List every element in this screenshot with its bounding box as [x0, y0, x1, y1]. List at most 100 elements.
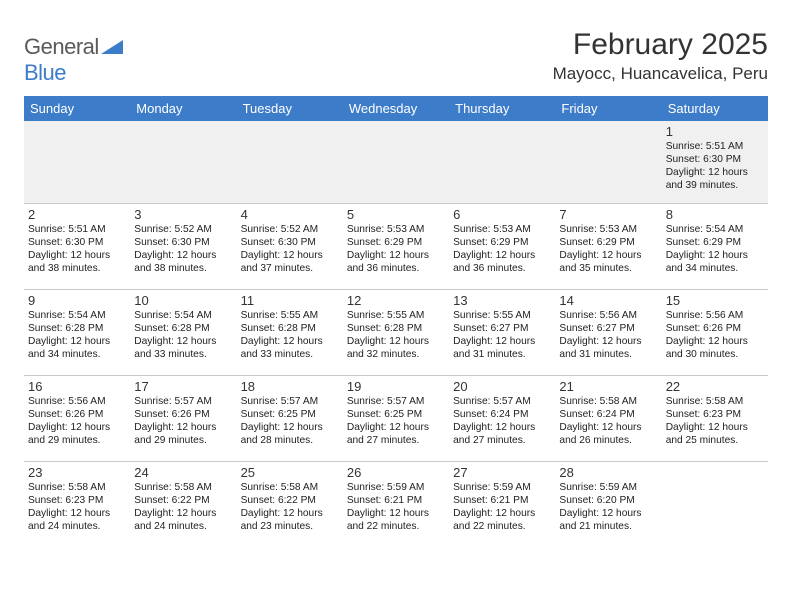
day-info: Sunrise: 5:59 AMSunset: 6:20 PMDaylight:…: [559, 481, 657, 533]
calendar-header-row: Sunday Monday Tuesday Wednesday Thursday…: [24, 96, 768, 121]
day-info: Sunrise: 5:58 AMSunset: 6:24 PMDaylight:…: [559, 395, 657, 447]
sunrise-text: Sunrise: 5:57 AM: [347, 395, 445, 408]
day-info: Sunrise: 5:54 AMSunset: 6:28 PMDaylight:…: [28, 309, 126, 361]
calendar-day-cell: 4Sunrise: 5:52 AMSunset: 6:30 PMDaylight…: [237, 203, 343, 289]
calendar-day-cell: 6Sunrise: 5:53 AMSunset: 6:29 PMDaylight…: [449, 203, 555, 289]
calendar-day-cell: 16Sunrise: 5:56 AMSunset: 6:26 PMDayligh…: [24, 375, 130, 461]
sunrise-text: Sunrise: 5:54 AM: [134, 309, 232, 322]
daylight-text: Daylight: 12 hours and 27 minutes.: [453, 421, 551, 447]
daylight-text: Daylight: 12 hours and 37 minutes.: [241, 249, 339, 275]
calendar-day-cell: 12Sunrise: 5:55 AMSunset: 6:28 PMDayligh…: [343, 289, 449, 375]
sunrise-text: Sunrise: 5:59 AM: [347, 481, 445, 494]
day-number: 15: [666, 293, 764, 308]
day-number: 26: [347, 465, 445, 480]
calendar-day-cell: 21Sunrise: 5:58 AMSunset: 6:24 PMDayligh…: [555, 375, 661, 461]
day-info: Sunrise: 5:52 AMSunset: 6:30 PMDaylight:…: [241, 223, 339, 275]
calendar-day-cell: 3Sunrise: 5:52 AMSunset: 6:30 PMDaylight…: [130, 203, 236, 289]
day-info: Sunrise: 5:55 AMSunset: 6:28 PMDaylight:…: [241, 309, 339, 361]
daylight-text: Daylight: 12 hours and 38 minutes.: [28, 249, 126, 275]
logo-triangle-icon: [101, 34, 123, 60]
sunset-text: Sunset: 6:25 PM: [241, 408, 339, 421]
sunrise-text: Sunrise: 5:55 AM: [453, 309, 551, 322]
day-number: 14: [559, 293, 657, 308]
day-number: 12: [347, 293, 445, 308]
calendar-table: Sunday Monday Tuesday Wednesday Thursday…: [24, 96, 768, 547]
day-number: 21: [559, 379, 657, 394]
day-number: 25: [241, 465, 339, 480]
col-monday: Monday: [130, 96, 236, 121]
daylight-text: Daylight: 12 hours and 31 minutes.: [559, 335, 657, 361]
daylight-text: Daylight: 12 hours and 38 minutes.: [134, 249, 232, 275]
day-number: 23: [28, 465, 126, 480]
daylight-text: Daylight: 12 hours and 34 minutes.: [28, 335, 126, 361]
day-number: 20: [453, 379, 551, 394]
month-title: February 2025: [553, 28, 768, 62]
sunset-text: Sunset: 6:22 PM: [134, 494, 232, 507]
sunrise-text: Sunrise: 5:54 AM: [28, 309, 126, 322]
logo-word-2: Blue: [24, 60, 66, 85]
sunrise-text: Sunrise: 5:58 AM: [134, 481, 232, 494]
sunrise-text: Sunrise: 5:53 AM: [453, 223, 551, 236]
sunrise-text: Sunrise: 5:55 AM: [241, 309, 339, 322]
day-number: 16: [28, 379, 126, 394]
calendar-day-cell: 24Sunrise: 5:58 AMSunset: 6:22 PMDayligh…: [130, 461, 236, 547]
calendar-day-cell: 2Sunrise: 5:51 AMSunset: 6:30 PMDaylight…: [24, 203, 130, 289]
calendar-day-cell: [237, 121, 343, 203]
day-number: 4: [241, 207, 339, 222]
calendar-day-cell: 27Sunrise: 5:59 AMSunset: 6:21 PMDayligh…: [449, 461, 555, 547]
day-info: Sunrise: 5:58 AMSunset: 6:23 PMDaylight:…: [666, 395, 764, 447]
calendar-day-cell: [662, 461, 768, 547]
sunrise-text: Sunrise: 5:56 AM: [559, 309, 657, 322]
sunset-text: Sunset: 6:29 PM: [666, 236, 764, 249]
sunrise-text: Sunrise: 5:51 AM: [28, 223, 126, 236]
daylight-text: Daylight: 12 hours and 33 minutes.: [241, 335, 339, 361]
sunset-text: Sunset: 6:20 PM: [559, 494, 657, 507]
daylight-text: Daylight: 12 hours and 21 minutes.: [559, 507, 657, 533]
sunrise-text: Sunrise: 5:54 AM: [666, 223, 764, 236]
day-info: Sunrise: 5:58 AMSunset: 6:23 PMDaylight:…: [28, 481, 126, 533]
calendar-day-cell: [555, 121, 661, 203]
day-number: 24: [134, 465, 232, 480]
calendar-week: 23Sunrise: 5:58 AMSunset: 6:23 PMDayligh…: [24, 461, 768, 547]
calendar-day-cell: 15Sunrise: 5:56 AMSunset: 6:26 PMDayligh…: [662, 289, 768, 375]
sunset-text: Sunset: 6:28 PM: [28, 322, 126, 335]
day-info: Sunrise: 5:55 AMSunset: 6:28 PMDaylight:…: [347, 309, 445, 361]
day-info: Sunrise: 5:56 AMSunset: 6:27 PMDaylight:…: [559, 309, 657, 361]
day-number: 17: [134, 379, 232, 394]
location: Mayocc, Huancavelica, Peru: [553, 64, 768, 84]
calendar-week: 16Sunrise: 5:56 AMSunset: 6:26 PMDayligh…: [24, 375, 768, 461]
calendar-day-cell: 10Sunrise: 5:54 AMSunset: 6:28 PMDayligh…: [130, 289, 236, 375]
calendar-page: GeneralBlue February 2025 Mayocc, Huanca…: [0, 0, 792, 567]
sunset-text: Sunset: 6:26 PM: [666, 322, 764, 335]
col-saturday: Saturday: [662, 96, 768, 121]
day-info: Sunrise: 5:51 AMSunset: 6:30 PMDaylight:…: [28, 223, 126, 275]
day-info: Sunrise: 5:57 AMSunset: 6:25 PMDaylight:…: [347, 395, 445, 447]
col-wednesday: Wednesday: [343, 96, 449, 121]
daylight-text: Daylight: 12 hours and 23 minutes.: [241, 507, 339, 533]
calendar-day-cell: 19Sunrise: 5:57 AMSunset: 6:25 PMDayligh…: [343, 375, 449, 461]
sunrise-text: Sunrise: 5:58 AM: [666, 395, 764, 408]
sunrise-text: Sunrise: 5:51 AM: [666, 140, 764, 153]
day-number: 22: [666, 379, 764, 394]
sunset-text: Sunset: 6:30 PM: [666, 153, 764, 166]
calendar-day-cell: [130, 121, 236, 203]
sunset-text: Sunset: 6:21 PM: [347, 494, 445, 507]
sunrise-text: Sunrise: 5:56 AM: [666, 309, 764, 322]
daylight-text: Daylight: 12 hours and 34 minutes.: [666, 249, 764, 275]
sunset-text: Sunset: 6:24 PM: [559, 408, 657, 421]
calendar-week: 1Sunrise: 5:51 AMSunset: 6:30 PMDaylight…: [24, 121, 768, 203]
sunset-text: Sunset: 6:25 PM: [347, 408, 445, 421]
sunrise-text: Sunrise: 5:58 AM: [559, 395, 657, 408]
title-block: February 2025 Mayocc, Huancavelica, Peru: [553, 28, 768, 84]
sunset-text: Sunset: 6:28 PM: [241, 322, 339, 335]
sunrise-text: Sunrise: 5:52 AM: [134, 223, 232, 236]
day-number: 18: [241, 379, 339, 394]
daylight-text: Daylight: 12 hours and 29 minutes.: [28, 421, 126, 447]
daylight-text: Daylight: 12 hours and 25 minutes.: [666, 421, 764, 447]
calendar-day-cell: 8Sunrise: 5:54 AMSunset: 6:29 PMDaylight…: [662, 203, 768, 289]
calendar-day-cell: 11Sunrise: 5:55 AMSunset: 6:28 PMDayligh…: [237, 289, 343, 375]
sunset-text: Sunset: 6:22 PM: [241, 494, 339, 507]
day-info: Sunrise: 5:54 AMSunset: 6:28 PMDaylight:…: [134, 309, 232, 361]
day-number: 2: [28, 207, 126, 222]
day-info: Sunrise: 5:52 AMSunset: 6:30 PMDaylight:…: [134, 223, 232, 275]
